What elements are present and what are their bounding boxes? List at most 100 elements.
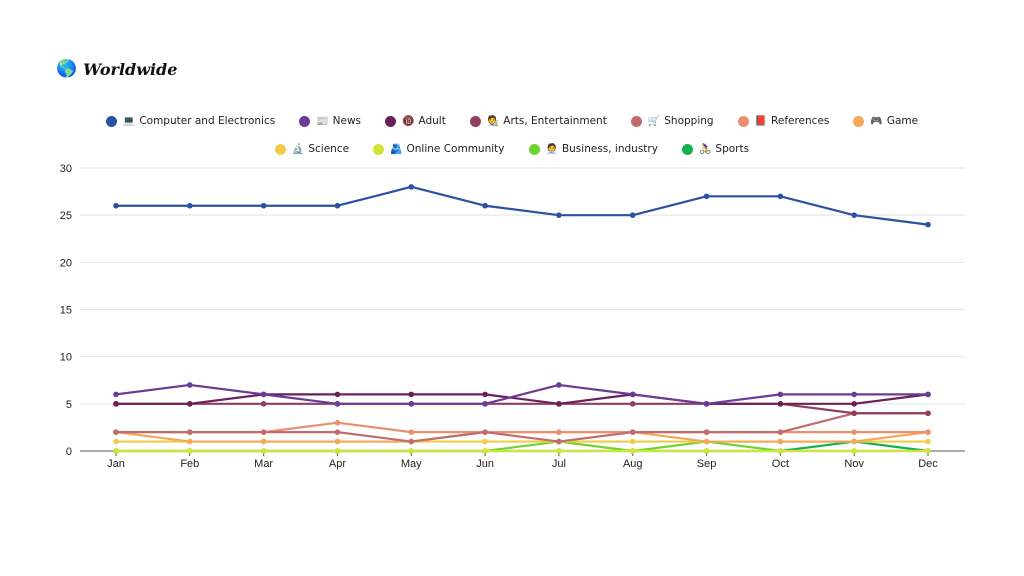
legend-item[interactable]: 🫂 Online Community: [373, 140, 505, 158]
data-point[interactable]: [925, 448, 931, 454]
legend-item[interactable]: 🧑‍💼 Business, industry: [528, 140, 658, 158]
data-point[interactable]: [260, 429, 267, 435]
data-point[interactable]: [556, 382, 562, 388]
series-line: [114, 393, 930, 405]
data-point[interactable]: [187, 429, 193, 435]
legend-item[interactable]: 🚴‍♀️ Sports: [681, 140, 749, 158]
data-point[interactable]: [925, 410, 931, 417]
data-point[interactable]: [113, 401, 119, 407]
data-point[interactable]: [334, 448, 341, 454]
data-point[interactable]: [334, 429, 341, 435]
data-point[interactable]: [629, 391, 636, 398]
data-point[interactable]: [703, 438, 710, 445]
data-point[interactable]: [703, 429, 710, 435]
legend-label: Computer and Electronics: [139, 115, 276, 127]
data-point[interactable]: [260, 448, 267, 454]
data-point[interactable]: [851, 410, 857, 417]
legend-item[interactable]: 📕 References: [737, 112, 829, 130]
legend-item[interactable]: 💻 Computer and Electronics: [105, 112, 276, 130]
data-point[interactable]: [113, 429, 119, 435]
data-point[interactable]: [629, 401, 636, 407]
series-news: [113, 382, 931, 407]
data-point[interactable]: [629, 438, 636, 445]
legend-item[interactable]: 🛒 Shopping: [630, 112, 714, 130]
data-point[interactable]: [334, 419, 341, 426]
legend-marker: [373, 143, 385, 155]
data-point[interactable]: [925, 438, 931, 445]
data-point[interactable]: [629, 429, 636, 435]
data-point[interactable]: [187, 401, 193, 407]
data-point[interactable]: [408, 448, 415, 454]
data-point[interactable]: [777, 391, 784, 398]
data-point[interactable]: [408, 391, 415, 398]
data-point[interactable]: [482, 448, 488, 454]
data-point[interactable]: [408, 429, 415, 435]
data-point[interactable]: [556, 429, 562, 435]
data-point[interactable]: [408, 438, 415, 445]
data-point[interactable]: [187, 438, 193, 445]
data-point[interactable]: [482, 391, 488, 398]
legend-marker: [528, 143, 540, 155]
data-point[interactable]: [408, 401, 415, 407]
legend-item[interactable]: 🔬 Science: [274, 140, 350, 158]
data-point[interactable]: [851, 438, 857, 445]
data-point[interactable]: [260, 401, 267, 407]
data-point[interactable]: [187, 202, 193, 209]
data-point[interactable]: [113, 202, 119, 209]
y-tick-label: 25: [60, 210, 72, 222]
data-point[interactable]: [187, 448, 193, 454]
data-point[interactable]: [629, 448, 636, 454]
data-point[interactable]: [113, 448, 119, 454]
legend-series-icon: 🧑‍💼: [545, 143, 558, 155]
data-point[interactable]: [703, 401, 710, 407]
legend-item[interactable]: 🔞 Adult: [385, 112, 446, 130]
data-point[interactable]: [851, 429, 857, 435]
data-point[interactable]: [777, 193, 784, 200]
data-point[interactable]: [777, 401, 784, 407]
data-point[interactable]: [334, 438, 341, 445]
data-point[interactable]: [556, 448, 562, 454]
data-point[interactable]: [851, 212, 857, 218]
legend-item[interactable]: 🎮 Game: [853, 112, 918, 130]
legend-series-icon: 🫂: [390, 143, 403, 155]
y-tick-label: 20: [60, 257, 72, 269]
data-point[interactable]: [703, 193, 710, 200]
data-point[interactable]: [482, 438, 488, 445]
data-point[interactable]: [334, 202, 341, 209]
data-point[interactable]: [556, 438, 562, 445]
data-point[interactable]: [925, 391, 931, 398]
data-point[interactable]: [334, 401, 341, 407]
x-tick-label: Jan: [107, 458, 125, 470]
data-point[interactable]: [482, 401, 488, 407]
data-point[interactable]: [777, 448, 784, 454]
data-point[interactable]: [556, 212, 562, 218]
x-tick-label: Feb: [180, 458, 199, 470]
data-point[interactable]: [113, 438, 119, 445]
data-point[interactable]: [187, 382, 193, 388]
data-point[interactable]: [703, 448, 710, 454]
data-point[interactable]: [925, 221, 931, 228]
data-point[interactable]: [408, 184, 415, 190]
data-point[interactable]: [556, 401, 562, 407]
data-point[interactable]: [482, 429, 488, 435]
legend-label: Science: [308, 143, 350, 155]
data-point[interactable]: [260, 391, 267, 398]
data-point[interactable]: [334, 391, 341, 398]
data-point[interactable]: [851, 391, 857, 398]
legend-item[interactable]: 🧑‍🎨 Arts, Entertainment: [469, 112, 607, 130]
data-point[interactable]: [777, 429, 784, 435]
data-point[interactable]: [851, 448, 857, 454]
data-point[interactable]: [629, 212, 636, 218]
series-line: [114, 402, 930, 415]
data-point[interactable]: [260, 202, 267, 209]
data-point[interactable]: [925, 429, 931, 435]
data-point[interactable]: [482, 202, 488, 209]
legend-marker: [274, 143, 286, 155]
y-tick-label: 0: [66, 446, 72, 458]
data-point[interactable]: [851, 401, 857, 407]
data-point[interactable]: [260, 438, 267, 445]
data-point[interactable]: [113, 391, 119, 398]
data-point[interactable]: [777, 438, 784, 445]
legend-item[interactable]: 📰 News: [299, 112, 361, 130]
chart-title-row: 🌎 Worldwide: [56, 58, 177, 80]
